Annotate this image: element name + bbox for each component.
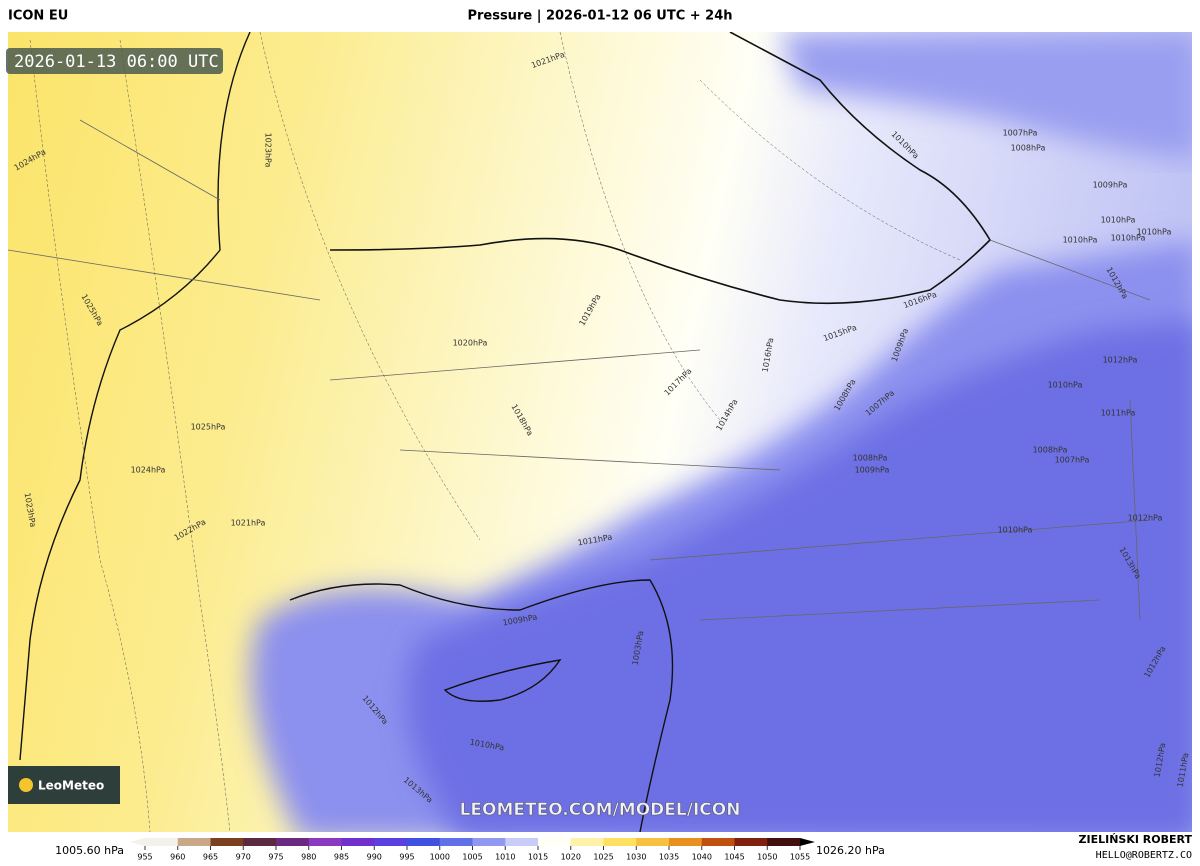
isobar-label: 1010hPa [998, 526, 1033, 535]
colorbar-tick-label: 955 [137, 853, 152, 862]
colorbar-tick-label: 1020 [561, 853, 581, 862]
isobar-label: 1010hPa [1101, 216, 1136, 225]
isobar-label: 1010hPa [1137, 228, 1172, 237]
colorbar-segment [734, 838, 768, 846]
colorbar-segment [538, 838, 572, 846]
isobar-label: 1009hPa [1093, 181, 1128, 190]
logo: LeoMeteo [38, 779, 104, 793]
isobar-label: 1008hPa [1033, 446, 1068, 455]
colorbar-segment [308, 838, 342, 846]
colorbar-segment [636, 838, 670, 846]
isobar-label: 1008hPa [853, 454, 888, 463]
watermark: LEOMETEO.COM/MODEL/ICON [460, 800, 741, 820]
coastline [289, 579, 674, 832]
contact: HELLO@ROBERTZ.CO [1096, 850, 1192, 861]
isobar-label: 1011hPa [1101, 409, 1136, 418]
border [8, 119, 1151, 621]
colorbar-tick-label: 1055 [790, 853, 810, 862]
colorbar-segment [669, 838, 703, 846]
colorbar-max: 1026.20 hPa [816, 844, 885, 857]
colorbar-segment [701, 838, 735, 846]
colorbar-segment [505, 838, 539, 846]
colorbar-end [130, 838, 145, 846]
model-name: ICON EU [8, 9, 68, 24]
isobar-label: 1012hPa [1103, 356, 1138, 365]
colorbar-segment [210, 838, 244, 846]
colorbar-segment [276, 838, 310, 846]
colorbar-tick-label: 1000 [430, 853, 450, 862]
colorbar-segment [407, 838, 441, 846]
colorbar-segment [603, 838, 637, 846]
colorbar-tick-label: 1050 [757, 853, 777, 862]
colorbar-tick-label: 1040 [692, 853, 712, 862]
colorbar-tick-label: 970 [236, 853, 251, 862]
colorbar-tick-label: 965 [203, 853, 218, 862]
coastline [329, 32, 992, 305]
isobar-label: 1010hPa [1048, 381, 1083, 390]
colorbar-tick-label: 995 [399, 853, 414, 862]
colorbar-tick-label: 1005 [462, 853, 482, 862]
island [443, 659, 562, 702]
isobar-label: 1009hPa [855, 466, 890, 475]
isobar-label: 1024hPa [131, 466, 166, 475]
colorbar-segment [177, 838, 211, 846]
colorbar-segment [374, 838, 408, 846]
coastline [19, 32, 251, 761]
low-pressure-north [780, 32, 1192, 160]
colorbar-segment [767, 838, 801, 846]
colorbar-tick-label: 990 [367, 853, 382, 862]
colorbar-min: 1005.60 hPa [55, 844, 124, 857]
isobar-label: 1008hPa [1011, 144, 1046, 153]
colorbar-segment [341, 838, 375, 846]
isobar-label: 1021hPa [231, 519, 266, 528]
colorbar-segment [145, 838, 179, 846]
isobar-label: 1007hPa [1055, 456, 1090, 465]
colorbar: 955 960 965 970 975 980 985 990 995 1000 1005 1010 1… [130, 838, 815, 862]
colorbar-tick-label: 985 [334, 853, 349, 862]
colorbar-tick-label: 1045 [724, 853, 744, 862]
colorbar-tick-label: 1025 [593, 853, 613, 862]
isobar-label: 1010hPa [1063, 236, 1098, 245]
isobar-label: 1020hPa [453, 339, 488, 348]
colorbar-tick-label: 1030 [626, 853, 646, 862]
colorbar-segment [439, 838, 473, 846]
isobar-label: 1010hPa [1111, 234, 1146, 243]
colorbar-tick-label: 1015 [528, 853, 548, 862]
time-badge [6, 48, 223, 74]
title: Pressure | 2026-01-12 06 UTC + 24h [467, 9, 732, 24]
colorbar-tick-label: 1035 [659, 853, 679, 862]
colorbar-segment [472, 838, 506, 846]
isobar-label: 1012hPa [1128, 514, 1163, 523]
logo-sun [19, 778, 33, 792]
colorbar-end [800, 838, 815, 846]
author: ZIELIŃSKI ROBERT [1079, 833, 1193, 846]
colorbar-tick-label: 975 [268, 853, 283, 862]
isobar-label: 1023hPa [264, 133, 273, 168]
colorbar-segment [243, 838, 277, 846]
isobar-label: 1007hPa [1003, 129, 1038, 138]
colorbar-tick-label: 980 [301, 853, 316, 862]
low-pressure-core [406, 320, 1192, 832]
valid-time: 2026-01-13 06:00 UTC [14, 52, 219, 72]
colorbar-segment [570, 838, 604, 846]
isobar [29, 32, 961, 832]
colorbar-tick-label: 1010 [495, 853, 515, 862]
map [8, 32, 1192, 832]
colorbar-tick-label: 960 [170, 853, 185, 862]
isobar-label: 1025hPa [191, 423, 226, 432]
